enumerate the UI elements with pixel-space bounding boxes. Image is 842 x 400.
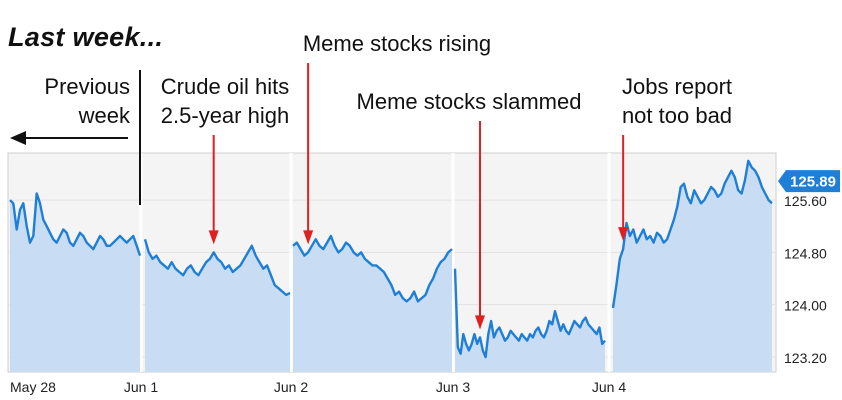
x-tick-label: Jun 3 [436, 379, 470, 395]
annotation-label: Crude oil hits 2.5-year high [161, 74, 289, 128]
price-area [10, 193, 140, 372]
y-tick-label: 123.20 [784, 350, 827, 366]
annotation-label: Jobs report not too bad [622, 74, 732, 128]
x-tick-label: Jun 1 [124, 379, 158, 395]
annotation-arrow-head [208, 230, 219, 245]
y-tick-label: 124.80 [784, 245, 827, 261]
session-separator [607, 153, 611, 372]
chart-title: Last week... [8, 22, 164, 52]
annotation-label: Previous week [44, 74, 131, 128]
price-line [611, 159, 773, 309]
annotation-arrow-head [618, 227, 629, 242]
price-line [9, 192, 142, 256]
y-tick-label: 125.60 [784, 193, 827, 209]
price-area [613, 160, 772, 372]
price-area [145, 239, 290, 372]
price-area [455, 268, 605, 372]
price-area [293, 236, 452, 372]
last-value-badge [778, 170, 840, 193]
x-tick-label: May 28 [10, 379, 56, 395]
x-tick-label: Jun 2 [274, 379, 308, 395]
annotation-arrow-head [475, 315, 485, 330]
session-separator [139, 153, 143, 372]
price-line [453, 268, 606, 359]
annotation-label: Meme stocks rising [303, 31, 491, 56]
price-line [143, 238, 291, 297]
previous-week-arrow-head [10, 131, 26, 145]
x-tick-label: Jun 4 [592, 379, 626, 395]
annotation-arrow-head [303, 230, 314, 245]
session-separator [451, 153, 455, 372]
annotation-label: Meme stocks slammed [357, 89, 582, 114]
last-value-label: 125.89 [790, 174, 836, 191]
y-tick-label: 124.00 [784, 298, 827, 314]
price-line [292, 234, 453, 303]
session-separator [289, 153, 293, 372]
